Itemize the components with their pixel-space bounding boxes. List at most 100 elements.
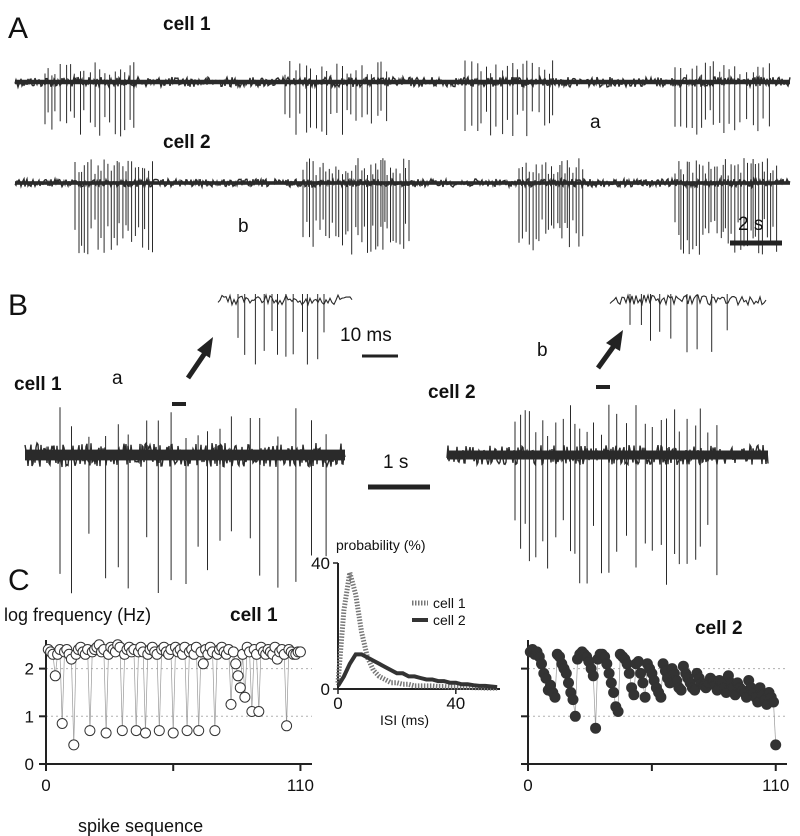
data-point — [590, 722, 602, 734]
data-point — [227, 646, 239, 658]
inset-x-tick-label: 40 — [446, 694, 465, 713]
legend-label: cell 2 — [433, 612, 466, 628]
panel-a-scale-label: 2 s — [738, 214, 763, 235]
data-point — [536, 658, 547, 670]
connector — [135, 651, 139, 731]
data-point — [225, 698, 237, 710]
connector — [121, 654, 125, 731]
connector — [61, 651, 65, 724]
data-point — [84, 725, 96, 737]
data-point — [632, 656, 644, 667]
data-point — [130, 725, 142, 737]
y-tick-label: 0 — [25, 755, 34, 774]
connector — [119, 647, 123, 731]
data-point — [560, 667, 572, 679]
panel-b-scale-label: 1 s — [383, 452, 408, 473]
connector — [105, 654, 109, 734]
connector — [239, 654, 243, 688]
data-point — [569, 710, 581, 722]
x-tick-label: 0 — [41, 776, 50, 795]
legend-label: cell 1 — [433, 595, 466, 611]
noise-band — [24, 441, 346, 468]
connector — [145, 654, 149, 734]
panel-b-cell1-arrow — [185, 337, 213, 380]
data-point — [153, 725, 165, 737]
panel-c-cell2-label: cell 2 — [695, 618, 743, 639]
connector — [212, 651, 216, 731]
panel-letter-a: A — [8, 12, 28, 45]
inset-y-tick-label: 0 — [321, 680, 330, 699]
data-point — [637, 677, 649, 689]
data-point — [623, 667, 635, 679]
data-point — [689, 684, 701, 696]
data-point — [675, 684, 687, 696]
cell2-scatter-plot: 0 110 — [521, 640, 789, 795]
inset-y-tick-label: 40 — [311, 554, 330, 573]
inset-ylabel: probability (%) — [336, 537, 425, 553]
connector — [156, 654, 160, 731]
inset-baseline — [609, 293, 767, 307]
connector — [172, 647, 176, 734]
cell1-scatter-plot: 0 110 0 1 2 — [25, 639, 314, 795]
inset-series-line — [336, 652, 498, 690]
data-point — [567, 694, 579, 706]
panel-a-mark-a: a — [590, 112, 601, 133]
data-point — [253, 706, 265, 717]
data-point — [230, 658, 242, 670]
noise-core — [447, 450, 768, 460]
connector — [103, 649, 107, 734]
panel-b-inset-scale-label: 10 ms — [340, 325, 392, 346]
x-tick-label: 110 — [762, 776, 789, 795]
inset-baseline — [217, 293, 353, 307]
panel-a-cell1-trace — [14, 60, 791, 137]
panel-c-xlabel: spike sequence — [78, 816, 203, 836]
y-tick-label: 1 — [25, 707, 34, 726]
panel-letter-b: B — [8, 289, 28, 322]
data-point — [68, 739, 80, 751]
connector — [214, 654, 218, 731]
data-point — [167, 727, 179, 739]
data-point — [181, 725, 193, 737]
data-point — [635, 667, 647, 679]
panel-b-cell2-trace — [446, 404, 769, 585]
panel-c-ylabel: log frequency (Hz) — [4, 605, 151, 625]
data-point — [49, 670, 61, 682]
connector — [251, 649, 255, 712]
panel-a-cell1-label: cell 1 — [163, 14, 211, 35]
connector — [186, 651, 190, 731]
data-point — [197, 658, 209, 670]
noise-core — [15, 181, 790, 185]
data-point — [608, 687, 620, 698]
connector — [283, 654, 287, 726]
panel-b-mark-b: b — [537, 340, 548, 361]
data-point — [209, 725, 221, 737]
panel-a-mark-b: b — [238, 216, 249, 237]
data-point — [239, 691, 251, 703]
panel-a-cell2-label: cell 2 — [163, 132, 211, 153]
data-point — [193, 725, 205, 737]
connector — [158, 649, 163, 731]
inset-x-tick-label: 0 — [333, 694, 342, 713]
data-point — [603, 667, 615, 679]
data-point — [655, 691, 667, 703]
connector — [73, 654, 77, 745]
data-point — [587, 670, 599, 682]
panel-b-cell1-trace — [24, 407, 346, 594]
connector — [87, 649, 91, 731]
panel-a-cell2-trace — [14, 158, 791, 255]
data-point — [294, 646, 306, 658]
panel-b-mark-a: a — [112, 368, 123, 389]
connector — [595, 659, 599, 729]
panel-letter-c: C — [8, 564, 30, 597]
data-point — [639, 691, 651, 703]
connector — [249, 651, 253, 712]
connector — [286, 649, 290, 726]
panel-b-cell2-label: cell 2 — [428, 382, 476, 403]
panel-c-cell1-label: cell 1 — [230, 605, 278, 626]
data-point — [281, 720, 293, 732]
connector — [256, 654, 260, 712]
data-point — [234, 682, 246, 694]
panel-b-cell1-label: cell 1 — [14, 374, 62, 395]
connector — [574, 659, 578, 717]
connector — [184, 647, 188, 731]
